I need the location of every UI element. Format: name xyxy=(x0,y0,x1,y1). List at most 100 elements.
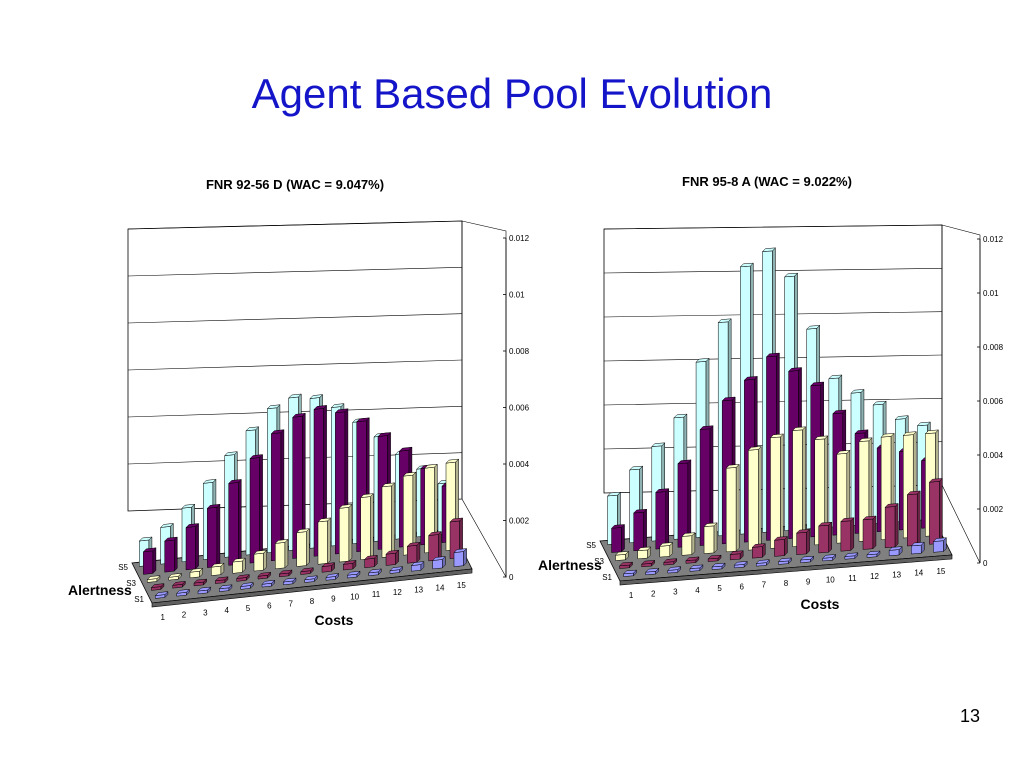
bar-top xyxy=(872,400,887,406)
bar-top xyxy=(321,562,336,567)
bar-top xyxy=(739,262,754,268)
z-tick-label: 0.006 xyxy=(983,397,1004,406)
bar-S3-cost-10 xyxy=(338,503,353,563)
z-tick-label: 0.002 xyxy=(983,505,1004,514)
bar-side xyxy=(438,530,442,561)
bar-top xyxy=(610,524,626,529)
z-tick-label: 0.01 xyxy=(983,289,999,298)
bar-top xyxy=(181,503,196,509)
bar-top xyxy=(313,405,328,410)
bar-side xyxy=(327,517,331,564)
bar-top xyxy=(928,478,944,483)
bar-S1-cost-12 xyxy=(866,550,881,558)
bar-S3-cost-12 xyxy=(381,482,396,558)
bar-top xyxy=(806,325,821,330)
bar-top xyxy=(906,490,921,496)
chart-title: FNR 95-8 A (WAC = 9.022%) xyxy=(682,174,852,189)
bar-S2-cost-14 xyxy=(906,490,921,547)
bar-S2-cost-14 xyxy=(427,530,442,562)
bar-top xyxy=(844,552,859,557)
bar-top xyxy=(346,570,361,576)
bar-top xyxy=(769,433,785,439)
bar-top xyxy=(663,558,678,563)
bar-S1-cost-4 xyxy=(218,584,233,592)
bar-top xyxy=(755,559,770,564)
bar-top xyxy=(245,426,260,432)
bar-S2-cost-2 xyxy=(171,580,186,589)
bar-front xyxy=(249,457,260,564)
x-tick-label: 8 xyxy=(310,597,315,606)
bar-S2-cost-1 xyxy=(618,561,634,569)
bar-top xyxy=(338,504,353,509)
bar-S2-cost-3 xyxy=(193,578,208,587)
bar-top xyxy=(880,433,895,438)
bar-top xyxy=(761,247,777,252)
bar-top xyxy=(410,561,425,566)
bar-top xyxy=(138,536,153,542)
bar-top xyxy=(717,318,732,323)
bar-S4-cost-1 xyxy=(142,547,157,575)
bar-S3-cost-7 xyxy=(274,538,289,570)
x-tick-label: 11 xyxy=(848,574,857,583)
bar-top xyxy=(695,358,710,363)
bar-S1-cost-9 xyxy=(325,572,340,581)
bar-side xyxy=(259,453,263,563)
chart-fnr-95-8-a: FNR 95-8 A (WAC = 9.022%) 0 0.002 0.004 0.00… xyxy=(538,174,1004,612)
x-tick-label: 8 xyxy=(784,579,789,588)
bar-front xyxy=(228,482,239,566)
bar-S3-cost-7 xyxy=(747,445,762,551)
z-tick-label: 0 xyxy=(983,559,988,568)
bar-S3-cost-8 xyxy=(295,528,310,567)
bar-front xyxy=(703,525,715,554)
bar-top xyxy=(167,572,182,578)
bar-side xyxy=(621,523,625,553)
bar-front xyxy=(185,526,196,571)
bar-side xyxy=(216,503,221,568)
bar-top xyxy=(721,396,736,402)
x-tick-label: 2 xyxy=(182,611,187,620)
bar-S1-cost-8 xyxy=(777,557,793,565)
x-tick-label: 5 xyxy=(717,584,722,593)
bar-side xyxy=(195,522,199,570)
bar-top xyxy=(707,554,722,560)
bar-front xyxy=(164,539,175,573)
bar-top xyxy=(894,415,909,420)
bar-S1-cost-14 xyxy=(910,541,925,555)
bar-S1-cost-13 xyxy=(888,545,903,557)
bar-front xyxy=(428,534,439,562)
bar-top xyxy=(814,435,829,440)
bar-side xyxy=(152,547,157,575)
bar-top xyxy=(189,567,204,573)
bar-S1-cost-3 xyxy=(667,566,682,574)
bar-top xyxy=(850,389,865,394)
bar-top xyxy=(223,451,238,456)
bar-top xyxy=(858,437,873,442)
bar-top xyxy=(445,458,460,464)
bar-top xyxy=(423,463,438,469)
bar-S3-cost-5 xyxy=(231,557,246,574)
bar-front xyxy=(907,493,918,547)
bar-top xyxy=(651,442,666,447)
x-tick-label: 7 xyxy=(762,581,767,590)
bar-S2-cost-3 xyxy=(663,558,678,566)
depth-label-S5: S5 xyxy=(118,563,128,572)
bar-top xyxy=(270,429,285,435)
bar-S2-cost-12 xyxy=(385,549,400,566)
z-tick-label: 0 xyxy=(509,573,514,582)
bar-side xyxy=(916,490,921,546)
depth-axis-title: Alertness xyxy=(538,557,602,573)
bar-front xyxy=(432,559,443,570)
bar-front xyxy=(770,436,781,549)
x-tick-label: 12 xyxy=(393,588,402,597)
bar-S4-cost-3 xyxy=(655,488,670,550)
bar-top xyxy=(402,471,417,477)
bar-S3-cost-8 xyxy=(769,433,785,549)
bar-side xyxy=(416,541,421,563)
bar-S2-cost-12 xyxy=(862,515,877,550)
bar-top xyxy=(355,417,370,423)
bar-S4-cost-2 xyxy=(163,536,178,573)
x-tick-label: 15 xyxy=(457,581,466,590)
side-wall xyxy=(941,224,981,564)
x-tick-label: 1 xyxy=(629,591,634,600)
bar-S2-cost-13 xyxy=(884,502,899,549)
